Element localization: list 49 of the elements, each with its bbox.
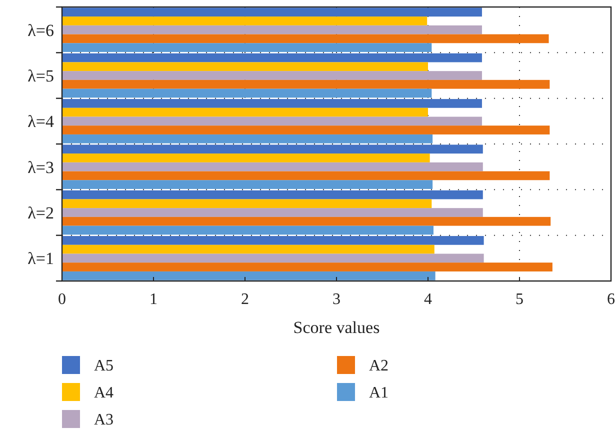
legend-label: A1 [369, 384, 389, 402]
legend-label: A3 [94, 412, 114, 429]
bar [62, 154, 430, 162]
y-tick-label: λ=1 [28, 249, 54, 268]
bar [62, 43, 432, 52]
bar [62, 180, 433, 189]
x-tick-label: 5 [516, 291, 524, 308]
y-tick-label: λ=2 [28, 203, 54, 222]
bar [62, 16, 428, 26]
bar [62, 254, 484, 263]
bar [62, 134, 433, 144]
x-tick-label: 3 [332, 291, 340, 308]
bar [62, 25, 482, 34]
bar [62, 144, 483, 154]
x-tick-label: 0 [58, 291, 66, 308]
legend-label: A2 [369, 358, 389, 375]
bar [62, 88, 432, 98]
bar [62, 116, 482, 126]
y-tick-label: λ=4 [28, 112, 54, 132]
bar [62, 34, 549, 44]
x-tick-label: 2 [241, 291, 249, 308]
bar [62, 162, 483, 172]
legend-label: A5 [94, 358, 114, 375]
y-tick-label: λ=5 [28, 66, 54, 86]
bar [62, 199, 432, 208]
bar [62, 71, 482, 80]
bar [62, 236, 484, 245]
bar [62, 190, 483, 200]
legend-label: A4 [94, 384, 114, 402]
bar [62, 80, 550, 89]
bar [62, 8, 482, 17]
bar [62, 271, 436, 280]
bar [62, 62, 428, 72]
bar [62, 171, 550, 180]
bar [62, 216, 551, 226]
bar [62, 108, 428, 117]
x-tick-label: 6 [607, 291, 615, 308]
bar [62, 262, 552, 272]
bar [62, 53, 482, 62]
bar [62, 244, 434, 254]
y-tick-label: λ=6 [28, 20, 54, 40]
bar [62, 126, 550, 134]
x-tick-label: 1 [150, 291, 158, 308]
bar [62, 208, 483, 217]
bar [62, 226, 434, 235]
x-axis-title: Score values [293, 318, 380, 337]
y-tick-label: λ=3 [28, 158, 54, 177]
bar [62, 99, 482, 108]
x-tick-label: 4 [424, 291, 432, 308]
